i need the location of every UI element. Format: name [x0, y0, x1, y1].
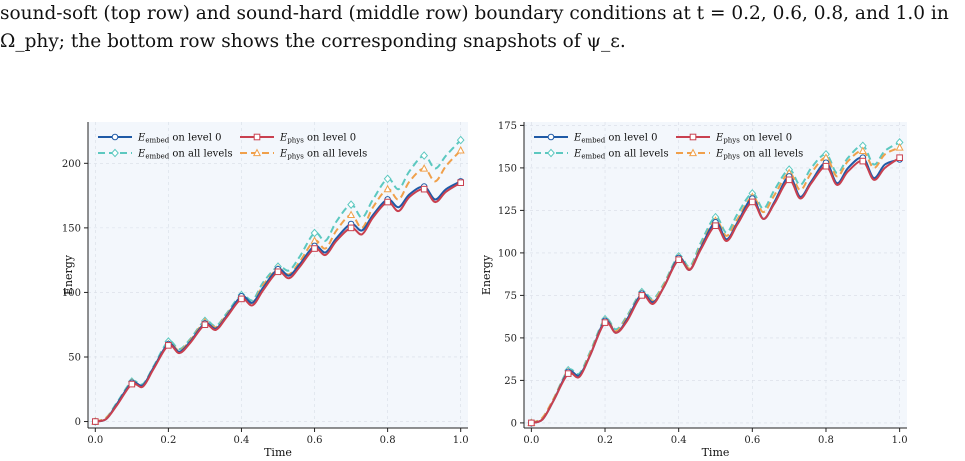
y-tick-label: 100 — [62, 288, 81, 299]
series-phys_level0 — [528, 154, 903, 427]
x-tick-label: 1.0 — [453, 435, 469, 446]
series-point-phys_level0 — [201, 321, 209, 329]
x-tick-label: 0.2 — [597, 435, 613, 446]
series-point-phys_level0 — [384, 198, 391, 206]
series-point-phys_level0 — [785, 176, 793, 184]
series-point-phys_all — [383, 184, 392, 193]
series-point-phys_all — [456, 145, 465, 154]
legend-label-phys_level0: Ephys on level 0 — [715, 133, 792, 145]
legend: Eembed on level 0 Eembed on all levels Eph… — [534, 133, 803, 161]
legend-marker-embed_all — [547, 148, 555, 158]
series-point-phys_level0 — [564, 370, 572, 377]
y-tick-label: 175 — [498, 121, 517, 132]
series-point-phys_level0 — [311, 245, 318, 252]
y-tick-label: 200 — [62, 159, 81, 170]
legend-label-embed_all: Eembed on all levels — [137, 149, 233, 161]
legend: Eembed on level 0 Eembed on all levels Eph… — [98, 133, 367, 161]
x-tick-label: 0.2 — [160, 435, 176, 446]
series-point-phys_level0 — [822, 162, 830, 170]
legend-marker-embed_level0 — [111, 133, 119, 141]
series-phys_level0 — [92, 179, 464, 425]
plot-area — [524, 122, 907, 428]
chart-panel-left: 0.0 0.2 0.4 0.6 0.8 1.0 0 50 100 150 200 Time Energy… — [62, 122, 469, 459]
y-tick-label: 100 — [498, 248, 517, 259]
legend-label-embed_level0: Eembed on level 0 — [573, 133, 657, 145]
x-axis-label: Time — [702, 446, 730, 459]
series-point-embed_all — [383, 174, 392, 184]
series-point-phys_all — [420, 164, 429, 172]
series-point-phys_level0 — [859, 157, 867, 165]
series-point-phys_level0 — [749, 198, 756, 206]
series-point-embed_all — [347, 200, 355, 209]
y-axis-label: Energy — [480, 254, 493, 295]
series-point-phys_all — [895, 143, 904, 151]
y-tick-label: 50 — [504, 333, 517, 344]
legend-marker-phys_level0 — [253, 133, 261, 141]
y-tick-label: 0 — [511, 418, 517, 429]
series-point-phys_level0 — [896, 154, 903, 161]
series-point-phys_level0 — [675, 256, 682, 263]
legend-marker-phys_all — [252, 148, 262, 157]
caption-line-1: sound-soft (top row) and sound-hard (mid… — [0, 3, 949, 24]
series-point-phys_level0 — [128, 380, 136, 388]
caption-line-2: Ω_phy; the bottom row shows the correspo… — [0, 31, 626, 52]
legend-label-phys_all: Ephys on all levels — [715, 149, 803, 161]
y-tick-label: 150 — [62, 223, 81, 234]
series-point-phys_level0 — [165, 342, 172, 349]
series-point-embed_all — [420, 151, 429, 160]
y-tick-label: 25 — [504, 376, 517, 387]
series-point-phys_level0 — [638, 292, 646, 299]
x-tick-label: 0.0 — [87, 435, 103, 446]
series-point-phys_level0 — [274, 268, 282, 276]
legend-marker-embed_level0 — [547, 133, 555, 141]
y-tick-label: 125 — [498, 206, 517, 217]
y-tick-label: 75 — [504, 291, 517, 302]
legend-marker-embed_all — [111, 148, 119, 158]
legend-label-phys_all: Ephys on all levels — [279, 149, 367, 161]
series-point-phys_level0 — [712, 222, 719, 229]
series-point-phys_level0 — [457, 179, 464, 186]
series-point-phys_level0 — [92, 418, 99, 425]
x-tick-label: 0.8 — [380, 435, 396, 446]
series-point-phys_level0 — [528, 419, 535, 427]
x-tick-label: 0.4 — [234, 435, 250, 446]
y-tick-label: 150 — [498, 163, 517, 174]
series-point-phys_level0 — [420, 185, 428, 193]
y-tick-label: 50 — [68, 352, 81, 363]
series-point-phys_level0 — [601, 319, 609, 326]
series-point-embed_all — [456, 135, 465, 145]
chart-panel-right: 0.0 0.2 0.4 0.6 0.8 1.0 0 25 50 75 100 125 150 175 Tim… — [480, 121, 908, 459]
series-point-phys_all — [347, 210, 356, 219]
series-point-phys_level0 — [238, 295, 245, 303]
x-tick-label: 0.0 — [523, 435, 539, 446]
legend-label-phys_level0: Ephys on level 0 — [279, 133, 356, 145]
y-tick-label: 0 — [75, 417, 81, 428]
series-point-phys_level0 — [347, 224, 355, 232]
x-tick-label: 0.8 — [818, 435, 834, 446]
y-axis-label: Energy — [62, 254, 75, 295]
legend-marker-phys_all — [688, 148, 698, 157]
x-tick-label: 0.4 — [671, 435, 687, 446]
x-tick-label: 0.6 — [744, 435, 760, 446]
x-axis-label: Time — [264, 446, 292, 459]
legend-label-embed_all: Eembed on all levels — [573, 149, 669, 161]
series-point-phys_all — [858, 146, 867, 154]
legend-label-embed_level0: Eembed on level 0 — [137, 133, 221, 145]
legend-marker-phys_level0 — [689, 133, 697, 141]
x-tick-label: 0.6 — [307, 435, 323, 446]
x-tick-label: 1.0 — [892, 435, 908, 446]
